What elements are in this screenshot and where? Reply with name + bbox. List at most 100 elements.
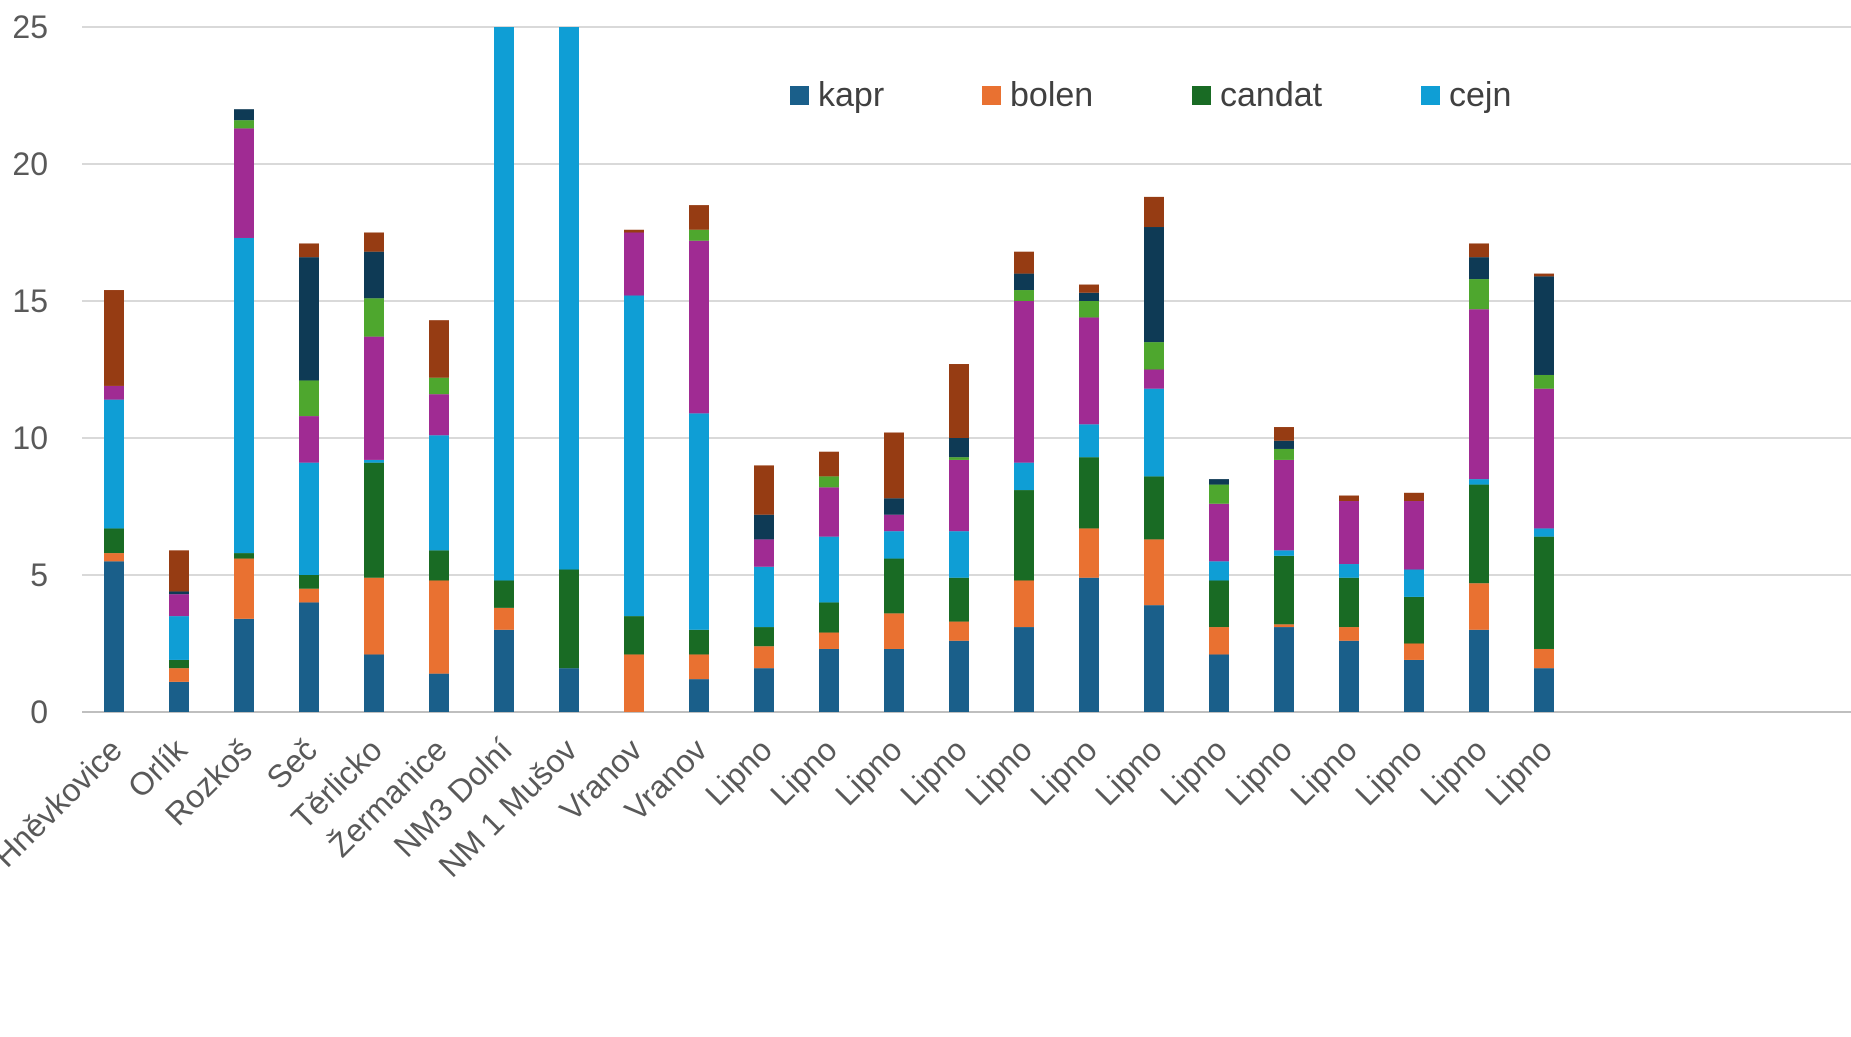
bar-segment-candat [1144, 476, 1164, 540]
bar-segment-bolen [169, 668, 189, 682]
bar-segment-series-5 [1144, 369, 1164, 389]
bar-segment-series-5 [624, 232, 644, 296]
bar-segment-series-6 [1144, 342, 1164, 370]
bar-segment-series-8 [169, 550, 189, 592]
bar-segment-cejn [1534, 528, 1554, 537]
bar-segment-series-5 [234, 128, 254, 238]
bar-segment-bolen [364, 577, 384, 655]
legend-label-bolen: bolen [1010, 76, 1093, 114]
bar-segment-series-5 [1209, 503, 1229, 562]
bar-segment-series-7 [1469, 257, 1489, 280]
bar-segment-series-7 [949, 438, 969, 458]
bar-segment-series-8 [624, 229, 644, 233]
bar-segment-cejn [1469, 479, 1489, 485]
x-category-label: Lipno [1478, 731, 1559, 812]
bar-segment-series-8 [1014, 251, 1034, 274]
bar-segment-kapr [754, 668, 774, 712]
bar-segment-bolen [819, 632, 839, 649]
bar-segment-cejn [1144, 388, 1164, 477]
bar-segment-series-7 [234, 109, 254, 121]
bar-segment-kapr [364, 654, 384, 712]
bar-segment-series-8 [1079, 284, 1099, 293]
bar-segment-cejn [494, 27, 514, 581]
x-category-label: Lipno [763, 731, 844, 812]
x-category-label: Lipno [893, 731, 974, 812]
bar-segment-cejn [299, 462, 319, 575]
bar-segment-bolen [494, 607, 514, 630]
x-category-label: Lipno [1153, 731, 1234, 812]
bar-segment-candat [1209, 580, 1229, 628]
bar-segment-candat [364, 462, 384, 578]
bar-segment-candat [234, 553, 254, 559]
bar-segment-candat [1274, 555, 1294, 625]
x-category-label: Lipno [1283, 731, 1364, 812]
y-tick-label: 10 [12, 420, 48, 456]
bar-segment-series-8 [1404, 492, 1424, 502]
bar-segment-bolen [1014, 580, 1034, 628]
bar-segment-series-6 [1274, 448, 1294, 460]
x-category-label: Lipno [828, 731, 909, 812]
bar-segment-cejn [754, 566, 774, 628]
bar-segment-series-7 [884, 498, 904, 515]
bar-segment-series-6 [234, 120, 254, 129]
bar-segment-bolen [234, 558, 254, 619]
bar-segment-series-8 [689, 205, 709, 230]
bar-segment-series-8 [1339, 495, 1359, 502]
bar-segment-series-6 [1209, 484, 1229, 504]
bar-segment-candat [1534, 536, 1554, 649]
bar-segment-kapr [819, 648, 839, 712]
bar-segment-kapr [1014, 627, 1034, 712]
bar-segment-kapr [1534, 668, 1554, 712]
bar-segment-candat [299, 575, 319, 589]
x-category-label: Lipno [958, 731, 1039, 812]
y-tick-label: 5 [30, 557, 48, 593]
legend-swatch-cejn [1421, 86, 1440, 105]
bar-segment-series-5 [689, 240, 709, 414]
bar-segment-series-5 [1404, 501, 1424, 570]
bar-segment-series-8 [364, 232, 384, 252]
bar-segment-series-5 [364, 336, 384, 460]
x-category-label: Lipno [698, 731, 779, 812]
bar-segment-candat [1014, 490, 1034, 581]
legend: kapr bolen candat cejn [790, 76, 1511, 114]
bar-segment-series-7 [364, 251, 384, 299]
bar-segment-kapr [559, 668, 579, 712]
bar-segment-cejn [429, 435, 449, 551]
bar-segment-series-8 [104, 290, 124, 386]
bar-segment-candat [1079, 457, 1099, 529]
bar-segment-series-5 [1079, 317, 1099, 425]
bars [104, 27, 1554, 712]
bar-segment-kapr [1079, 577, 1099, 712]
bar-segment-kapr [494, 629, 514, 712]
bar-segment-series-7 [754, 514, 774, 540]
bar-segment-kapr [429, 673, 449, 712]
bar-segment-series-7 [1209, 479, 1229, 485]
bar-segment-bolen [299, 588, 319, 603]
bar-segment-cejn [364, 459, 384, 463]
bar-segment-kapr [949, 640, 969, 712]
bar-segment-candat [559, 569, 579, 669]
bar-segment-series-6 [1079, 301, 1099, 318]
bar-segment-cejn [1014, 462, 1034, 491]
bar-segment-series-8 [949, 364, 969, 438]
bar-segment-bolen [1404, 643, 1424, 660]
bar-segment-series-5 [754, 539, 774, 567]
bar-segment-bolen [1274, 624, 1294, 628]
bar-segment-series-5 [949, 459, 969, 532]
y-tick-label: 20 [12, 146, 48, 182]
bar-segment-series-5 [884, 514, 904, 532]
x-category-label: Hněvkovice [0, 731, 129, 873]
bar-segment-cejn [1404, 569, 1424, 597]
bar-segment-kapr [234, 618, 254, 712]
bar-segment-bolen [1469, 583, 1489, 630]
bar-segment-candat [429, 550, 449, 581]
bar-segment-kapr [1274, 627, 1294, 712]
bar-segment-series-5 [1274, 459, 1294, 551]
bar-segment-series-7 [169, 591, 189, 595]
x-category-label: Lipno [1218, 731, 1299, 812]
bar-segment-series-7 [299, 257, 319, 381]
bar-segment-series-5 [1339, 501, 1359, 565]
bar-segment-candat [104, 528, 124, 554]
y-tick-label: 15 [12, 283, 48, 319]
